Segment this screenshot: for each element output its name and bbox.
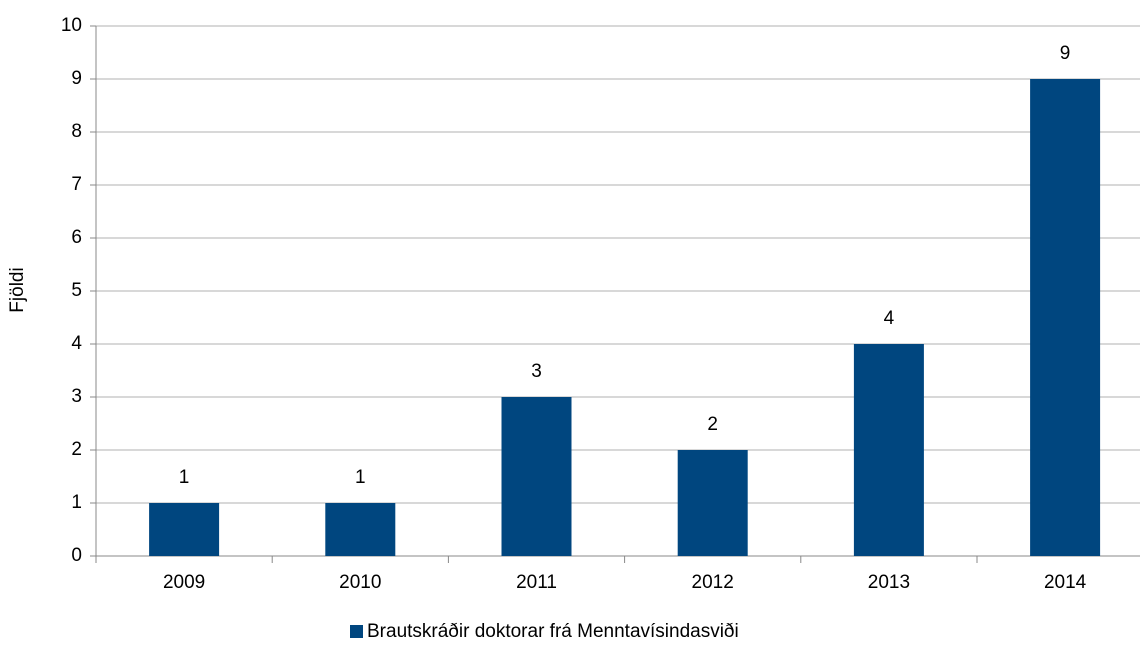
y-tick-label: 8 bbox=[71, 121, 82, 142]
bar bbox=[502, 397, 572, 556]
y-axis-label: Fjöldi bbox=[7, 267, 28, 312]
data-label: 3 bbox=[531, 361, 542, 382]
bar bbox=[1030, 79, 1100, 556]
y-tick-label: 2 bbox=[71, 439, 82, 460]
y-tick-label: 10 bbox=[61, 15, 82, 36]
x-tick-label: 2013 bbox=[868, 572, 910, 593]
data-label: 1 bbox=[355, 467, 366, 488]
y-tick-label: 9 bbox=[71, 68, 82, 89]
x-tick-label: 2012 bbox=[692, 572, 734, 593]
bar bbox=[149, 503, 219, 556]
y-tick-label: 3 bbox=[71, 386, 82, 407]
bar bbox=[854, 344, 924, 556]
data-label: 9 bbox=[1060, 43, 1071, 64]
x-tick-label: 2011 bbox=[516, 572, 557, 593]
x-tick-label: 2009 bbox=[163, 572, 205, 593]
y-tick-label: 6 bbox=[71, 227, 82, 248]
data-label: 1 bbox=[179, 467, 190, 488]
y-tick-label: 7 bbox=[71, 174, 82, 195]
bar bbox=[678, 450, 748, 556]
y-tick-label: 4 bbox=[71, 333, 82, 354]
data-label: 2 bbox=[707, 414, 718, 435]
data-label: 4 bbox=[884, 308, 895, 329]
legend-swatch bbox=[350, 625, 363, 638]
bar bbox=[325, 503, 395, 556]
y-tick-label: 5 bbox=[71, 280, 82, 301]
x-tick-label: 2014 bbox=[1044, 572, 1087, 593]
y-tick-label: 1 bbox=[71, 492, 82, 513]
x-tick-label: 2010 bbox=[339, 572, 381, 593]
chart: Fjöldi 0 1 2 3 4 5 6 7 8 9 10 2009 1 2010 1 2011 3 2012 2 2… bbox=[0, 0, 1142, 655]
legend-label: Brautskráðir doktorar frá Menntavísindas… bbox=[367, 621, 739, 642]
y-tick-label: 0 bbox=[71, 545, 82, 566]
